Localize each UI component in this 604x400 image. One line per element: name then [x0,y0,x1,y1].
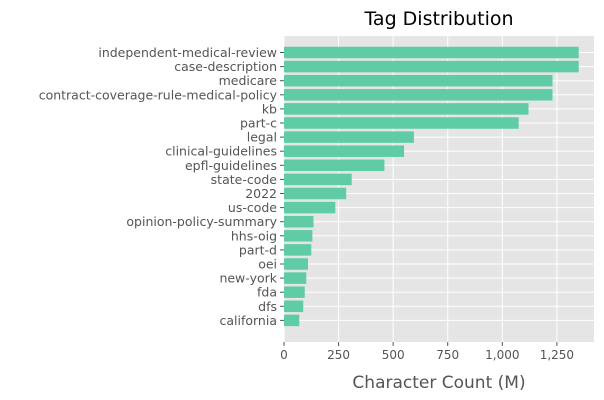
bar-epfl-guidelines [284,159,385,172]
bar-oei [284,258,309,270]
bar-state-code [284,173,352,186]
y-tick-label: case-description [174,59,277,74]
y-tick-label: kb [262,101,277,116]
bar-us-code [284,201,336,214]
x-tick-label: 250 [327,348,350,362]
bar-california [284,314,300,327]
y-tick-label: dfs [258,299,277,314]
y-tick-labels: independent-medical-reviewcase-descripti… [39,45,284,328]
bar-independent-medical-review [284,46,579,59]
y-tick-label: independent-medical-review [98,45,277,60]
x-tick-label: 500 [382,348,405,362]
bar-legal [284,131,414,143]
chart-title: Tag Distribution [363,8,513,30]
y-tick-label: fda [257,285,277,300]
y-tick-label: 2022 [245,186,277,201]
y-tick-label: opinion-policy-summary [126,214,277,229]
y-tick-label: medicare [219,73,278,88]
y-tick-label: clinical-guidelines [165,144,277,159]
bar-dfs [284,300,304,313]
bar-case-description [284,60,579,73]
bar-kb [284,103,529,115]
bar-contract-coverage-rule-medical-policy [284,89,553,101]
y-tick-label: part-c [240,116,277,131]
x-tick-labels: 0 250 500 750 1,000 1,250 [280,342,574,362]
bars [284,46,579,327]
bar-clinical-guidelines [284,145,405,157]
bar-medicare [284,74,553,87]
y-tick-label: us-code [228,200,277,215]
bar-hhs-oig [284,230,313,242]
x-tick-label: 750 [436,348,459,362]
y-tick-label: oei [258,257,277,272]
y-tick-label: contract-coverage-rule-medical-policy [39,87,278,102]
bar-new-york [284,272,307,284]
x-tick-label: 0 [280,348,288,362]
bar-opinion-policy-summary [284,215,314,228]
bar-part-c [284,117,519,129]
y-tick-label: legal [247,130,277,145]
y-tick-label: part-d [239,242,277,257]
bar-part-d [284,244,312,256]
x-axis-label: Character Count (M) [352,373,525,393]
y-tick-label: new-york [219,271,277,286]
y-tick-label: california [219,313,277,328]
x-tick-label: 1,000 [485,348,519,362]
x-tick-label: 1,250 [540,348,574,362]
bar-2022 [284,187,347,200]
bar-fda [284,286,305,298]
y-tick-label: epfl-guidelines [185,158,277,173]
y-tick-label: state-code [211,172,278,187]
y-tick-label: hhs-oig [231,228,277,243]
